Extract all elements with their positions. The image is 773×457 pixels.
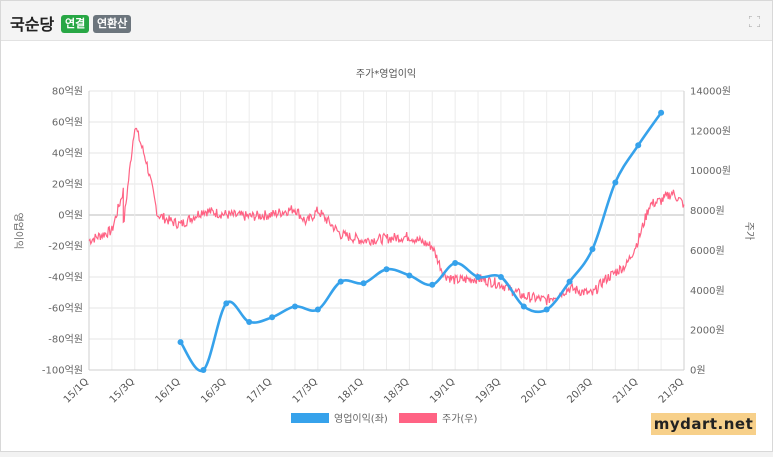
x-tick-label: 17/3Q [291,376,320,405]
x-tick-label: 20/3Q [565,376,594,405]
profit-data-point [520,303,527,310]
left-tick-label: -80억원 [48,334,83,346]
x-tick-label: 15/3Q [108,376,137,405]
right-tick-label: 2000원 [690,325,725,337]
left-tick-label: -40억원 [48,272,83,284]
chart-legend: 영업이익(좌) 주가(우) [291,412,478,425]
profit-data-point [177,339,184,346]
profit-data-point [635,142,642,149]
right-tick-label: 4000원 [690,285,725,297]
left-axis: 80억원 60억원 40억원 20억원 0억원 -20억원 -40억원 -60억원 -80억원 -… [42,86,83,377]
profit-series-line [179,111,663,373]
left-tick-label: -100억원 [42,365,83,377]
chart-grid [88,90,685,371]
expand-icon[interactable] [749,16,760,27]
profit-data-point [383,266,390,273]
left-tick-label: 20억원 [52,179,83,191]
right-tick-label: 14000원 [690,86,731,98]
legend-label-price[interactable]: 주가(우) [442,413,478,425]
x-tick-label: 21/1Q [611,376,640,405]
x-tick-label: 16/3Q [199,376,228,405]
right-tick-label: 10000원 [690,165,731,177]
left-tick-label: -60억원 [48,303,83,315]
profit-data-point [658,109,665,116]
left-tick-label: 60억원 [52,117,83,129]
left-axis-title: 영업이익 [12,213,25,250]
x-tick-label: 19/3Q [474,376,503,405]
right-axis-title: 주가 [743,222,755,240]
series-layer [88,109,685,373]
legend-label-profit[interactable]: 영업이익(좌) [334,412,388,425]
left-tick-label: 40억원 [52,148,83,160]
chart-title: 주가*영업이익 [356,67,416,80]
right-tick-label: 12000원 [690,125,731,137]
profit-data-point [429,281,436,288]
x-tick-label: 21/3Q [657,376,686,405]
watermark: mydart.net [651,413,756,435]
x-tick-label: 19/1Q [428,376,457,405]
x-tick-label: 18/3Q [382,376,411,405]
profit-data-point [314,306,321,313]
profit-data-point [360,280,367,287]
annualized-badge[interactable]: 연환산 [93,15,132,33]
right-tick-label: 0원 [690,365,706,377]
chart-area: 주가*영업이익 80억원 60억원 40억원 20억원 0억원 -20억원 -40억원 -60… [12,67,755,425]
x-axis: 15/1Q 15/3Q 16/1Q 16/3Q 17/1Q 17/3Q 18/1Q 18/3Q… [62,376,686,405]
company-name: 국순당 [10,15,55,34]
right-tick-label: 8000원 [690,205,725,217]
left-tick-label: 80억원 [52,86,83,98]
profit-data-point [497,274,504,280]
legend-swatch-price[interactable] [399,413,437,423]
profit-data-point [200,367,207,373]
legend-swatch-profit[interactable] [291,413,329,423]
profit-data-point [223,300,230,307]
x-tick-label: 16/1Q [153,376,182,405]
x-tick-label: 18/1Q [337,376,366,405]
left-tick-label: 0억원 [58,210,83,222]
x-tick-label: 20/1Q [520,376,549,405]
panel-header: 국순당 연결 연환산 [1,1,772,41]
profit-data-point [543,306,550,313]
profit-data-point [475,274,482,280]
profit-data-point [406,272,413,279]
profit-data-point [589,246,596,253]
x-tick-label: 15/1Q [62,376,91,405]
x-tick-label: 17/1Q [245,376,274,405]
left-tick-label: -20억원 [48,241,83,253]
right-tick-label: 6000원 [690,245,725,257]
profit-data-point [612,179,619,186]
profit-data-point [337,278,344,285]
profit-data-point [246,318,253,325]
profit-data-point [269,314,276,321]
profit-data-point [452,260,459,267]
price-series-line [88,127,685,306]
profit-data-point [566,278,573,285]
profit-data-point [291,303,298,310]
consolidated-badge[interactable]: 연결 [61,15,90,33]
right-axis: 14000원 12000원 10000원 8000원 6000원 4000원 2000원 0원 [690,86,731,377]
